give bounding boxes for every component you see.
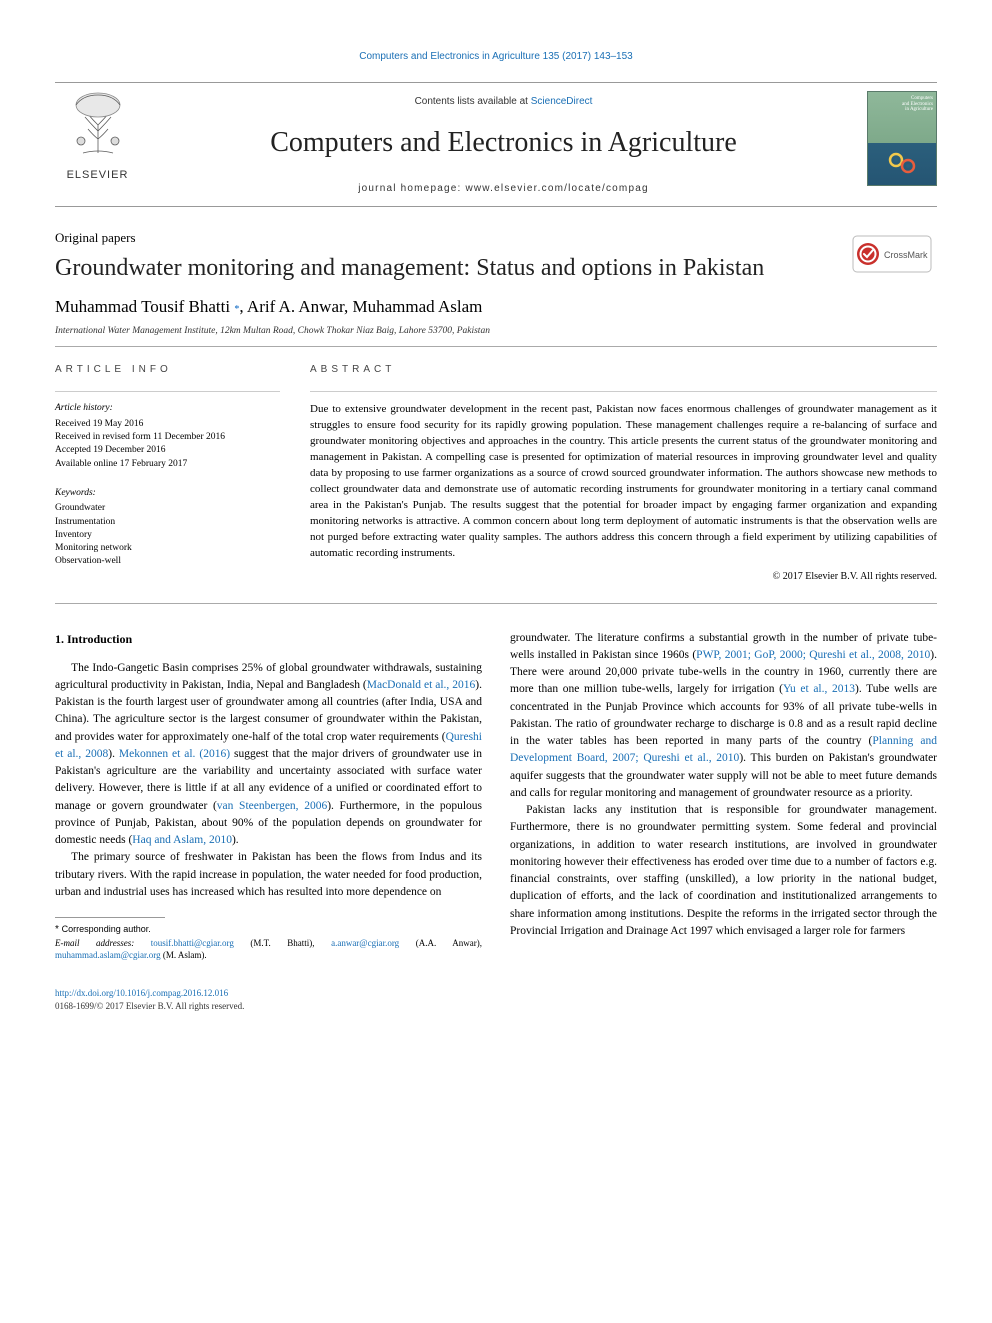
sciencedirect-link[interactable]: ScienceDirect: [531, 96, 593, 107]
author-1: Muhammad Tousif Bhatti: [55, 297, 230, 316]
journal-homepage-line: journal homepage: www.elsevier.com/locat…: [158, 182, 849, 196]
email-addresses-line: E-mail addresses: tousif.bhatti@cgiar.or…: [55, 937, 482, 961]
history-online: Available online 17 February 2017: [55, 458, 280, 471]
email-link[interactable]: muhammad.aslam@cgiar.org: [55, 950, 161, 960]
abstract-text: Due to extensive groundwater development…: [310, 402, 937, 561]
article-type: Original papers: [55, 229, 827, 247]
running-header: Computers and Electronics in Agriculture…: [55, 50, 937, 64]
keywords-block: Keywords: Groundwater Instrumentation In…: [55, 487, 280, 569]
contents-available-line: Contents lists available at ScienceDirec…: [158, 95, 849, 109]
citation-link[interactable]: van Steenbergen, 2006: [217, 800, 327, 812]
journal-name: Computers and Electronics in Agriculture: [158, 123, 849, 162]
title-block: Original papers Groundwater monitoring a…: [55, 229, 937, 338]
contents-prefix: Contents lists available at: [415, 96, 531, 107]
svg-text:CrossMark: CrossMark: [884, 250, 928, 260]
email-link[interactable]: a.anwar@cgiar.org: [331, 938, 399, 948]
section-1-heading: 1. Introduction: [55, 630, 482, 648]
running-header-link[interactable]: Computers and Electronics in Agriculture…: [359, 51, 633, 62]
footnote-rule: [55, 917, 165, 918]
citation-link[interactable]: Haq and Aslam, 2010: [132, 834, 232, 846]
keyword-item: Groundwater: [55, 502, 280, 515]
header-center: Contents lists available at ScienceDirec…: [158, 91, 849, 196]
citation-link[interactable]: MacDonald et al., 2016: [367, 679, 476, 691]
abstract-column: ABSTRACT Due to extensive groundwater de…: [310, 363, 937, 584]
history-received: Received 19 May 2016: [55, 418, 280, 431]
journal-cover-thumbnail: Computers and Electronics in Agriculture: [867, 91, 937, 186]
abstract-copyright: © 2017 Elsevier B.V. All rights reserved…: [310, 570, 937, 584]
corresponding-author-note: * Corresponding author.: [55, 923, 482, 937]
cover-gears-icon: [887, 151, 917, 175]
journal-header: ELSEVIER Contents lists available at Sci…: [55, 82, 937, 207]
article-info-column: ARTICLE INFO Article history: Received 1…: [55, 363, 280, 584]
info-abstract-row: ARTICLE INFO Article history: Received 1…: [55, 346, 937, 584]
keyword-item: Inventory: [55, 529, 280, 542]
doi-link[interactable]: http://dx.doi.org/10.1016/j.compag.2016.…: [55, 988, 228, 998]
body-columns: 1. Introduction The Indo-Gangetic Basin …: [55, 603, 937, 961]
history-revised: Received in revised form 11 December 201…: [55, 431, 280, 444]
email-link[interactable]: tousif.bhatti@cgiar.org: [151, 938, 234, 948]
homepage-url: www.elsevier.com/locate/compag: [465, 183, 648, 194]
body-paragraph: groundwater. The literature confirms a s…: [510, 630, 937, 803]
article-history-block: Article history: Received 19 May 2016 Re…: [55, 402, 280, 470]
abstract-heading: ABSTRACT: [310, 363, 937, 377]
author-2: Arif A. Anwar: [247, 297, 344, 316]
article-title: Groundwater monitoring and management: S…: [55, 253, 827, 283]
keywords-label: Keywords:: [55, 487, 280, 500]
body-paragraph: The Indo-Gangetic Basin comprises 25% of…: [55, 660, 482, 850]
citation-link[interactable]: PWP, 2001; GoP, 2000; Qureshi et al., 20…: [696, 649, 930, 661]
author-3: Muhammad Aslam: [352, 297, 482, 316]
publisher-logo: ELSEVIER: [55, 91, 140, 184]
publisher-name: ELSEVIER: [55, 168, 140, 183]
elsevier-tree-icon: [63, 91, 133, 161]
keyword-item: Observation-well: [55, 555, 280, 568]
keyword-item: Instrumentation: [55, 516, 280, 529]
citation-link[interactable]: Yu et al., 2013: [783, 683, 855, 695]
affiliation: International Water Management Institute…: [55, 325, 827, 338]
issn-copyright: 0168-1699/© 2017 Elsevier B.V. All right…: [55, 1001, 244, 1011]
history-label: Article history:: [55, 402, 280, 415]
article-info-heading: ARTICLE INFO: [55, 363, 280, 377]
homepage-prefix: journal homepage:: [358, 183, 465, 194]
page-footer: http://dx.doi.org/10.1016/j.compag.2016.…: [55, 987, 937, 1012]
footnote-block: * Corresponding author. E-mail addresses…: [55, 917, 482, 961]
crossmark-icon: CrossMark: [852, 235, 932, 273]
crossmark-badge[interactable]: CrossMark: [847, 229, 937, 278]
history-accepted: Accepted 19 December 2016: [55, 444, 280, 457]
body-paragraph: Pakistan lacks any institution that is r…: [510, 802, 937, 940]
author-list: Muhammad Tousif Bhatti *, Arif A. Anwar,…: [55, 295, 827, 319]
citation-link[interactable]: Mekonnen et al. (2016): [119, 748, 230, 760]
body-paragraph: The primary source of freshwater in Paki…: [55, 849, 482, 901]
corresponding-author-marker[interactable]: *: [234, 304, 239, 315]
keyword-item: Monitoring network: [55, 542, 280, 555]
cover-line-3: in Agriculture: [902, 107, 933, 113]
